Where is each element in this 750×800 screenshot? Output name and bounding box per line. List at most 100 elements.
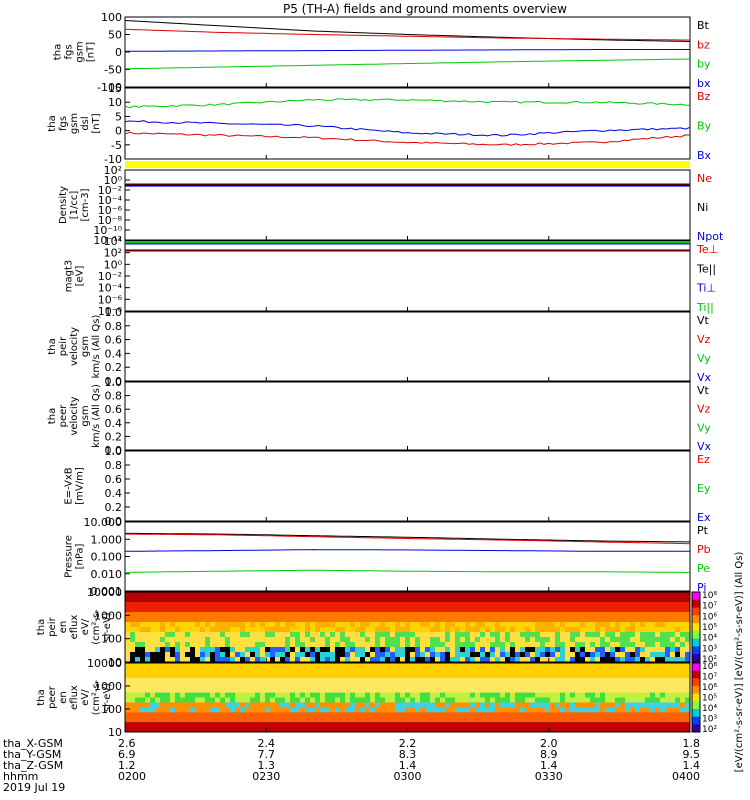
- spectrogram-cell: [560, 617, 566, 623]
- spectrogram-cell: [530, 677, 536, 684]
- spectrogram-cell: [340, 642, 346, 648]
- spectrogram-cell: [660, 702, 666, 708]
- spectrogram-cell: [485, 632, 491, 638]
- spectrogram-cell: [420, 707, 426, 713]
- spectrogram-cell: [390, 712, 396, 718]
- spectrogram-cell: [405, 687, 411, 693]
- spectrogram-cell: [395, 717, 401, 723]
- spectrogram-cell: [405, 642, 411, 648]
- spectrogram-cell: [385, 612, 391, 618]
- spectrogram-cell: [245, 707, 251, 713]
- spectrogram-cell: [215, 627, 221, 633]
- spectrogram-cell: [440, 642, 446, 648]
- spectrogram-cell: [665, 697, 671, 703]
- spectrogram-cell: [465, 707, 471, 713]
- spectrogram-cell: [475, 617, 481, 623]
- spectrogram-cell: [360, 672, 366, 679]
- spectrogram-cell: [655, 652, 661, 658]
- colorbar-tick-label: 10⁶: [702, 683, 717, 693]
- spectrogram-cell: [190, 692, 196, 698]
- y-axis-label-line: peir: [58, 336, 69, 356]
- spectrogram-cell: [220, 607, 226, 613]
- spectrogram-cell: [255, 647, 261, 653]
- spectrogram-cell: [375, 622, 381, 628]
- spectrogram-cell: [550, 602, 556, 608]
- spectrogram-cell: [495, 602, 501, 608]
- spectrogram-cell: [650, 627, 656, 633]
- spectrogram-cell: [450, 672, 456, 679]
- spectrogram-cell: [380, 617, 386, 623]
- spectrogram-cell: [210, 592, 216, 598]
- spectrogram-cell: [630, 672, 636, 679]
- spectrogram-cell: [545, 677, 551, 684]
- spectrogram-cell: [335, 697, 341, 703]
- spectrogram-cell: [585, 657, 591, 663]
- spectrogram-cell: [190, 617, 196, 623]
- spectrogram-cell: [360, 627, 366, 633]
- spectrogram-cell: [630, 607, 636, 613]
- spectrogram-cell: [680, 682, 686, 689]
- spectrogram-cell: [530, 617, 536, 623]
- y-axis-label: thafgsgsm[nT]: [53, 41, 97, 62]
- spectrogram-cell: [450, 642, 456, 648]
- spectrogram-cell: [660, 727, 666, 733]
- spectrogram-cell: [650, 702, 656, 708]
- spectrogram-cell: [450, 687, 456, 693]
- spectrogram-cell: [345, 622, 351, 628]
- spectrogram-cell: [325, 702, 331, 708]
- spectrogram-cell: [510, 672, 516, 679]
- spectrogram-cell: [610, 612, 616, 618]
- y-tick-label: 1.000: [91, 533, 123, 546]
- spectrogram-cell: [595, 663, 601, 669]
- spectrogram-cell: [655, 647, 661, 653]
- spectrogram-cell: [550, 592, 556, 598]
- spectrogram-cell: [275, 597, 281, 603]
- spectrogram-cell: [480, 702, 486, 708]
- spectrogram-cell: [255, 672, 261, 679]
- spectrogram-cell: [650, 717, 656, 723]
- spectrogram-cell: [555, 622, 561, 628]
- spectrogram-cell: [510, 602, 516, 608]
- spectrogram-cell: [460, 617, 466, 623]
- ephemeris-value: 6.9: [118, 748, 136, 761]
- spectrogram-cell: [280, 712, 286, 718]
- spectrogram-cell: [155, 657, 161, 663]
- spectrogram-cell: [590, 722, 596, 728]
- spectrogram-cell: [145, 727, 151, 733]
- legend-entry: Vt: [697, 384, 710, 397]
- spectrogram-cell: [465, 677, 471, 684]
- spectrogram-cell: [255, 702, 261, 708]
- spectrogram-cell: [195, 592, 201, 598]
- spectrogram-cell: [670, 687, 676, 693]
- spectrogram-cell: [490, 617, 496, 623]
- spectrogram-cell: [445, 622, 451, 628]
- spectrogram-cell: [595, 637, 601, 643]
- spectrogram-cell: [605, 607, 611, 613]
- spectrogram-cell: [210, 597, 216, 603]
- spectrogram-cell: [290, 663, 296, 669]
- spectrogram-cell: [480, 707, 486, 713]
- spectrogram-cell: [475, 612, 481, 618]
- spectrogram-cell: [670, 602, 676, 608]
- spectrogram-cell: [160, 627, 166, 633]
- spectrogram-cell: [175, 722, 181, 728]
- spectrogram-cell: [600, 667, 606, 674]
- spectrogram-cell: [550, 682, 556, 689]
- spectrogram-cell: [535, 632, 541, 638]
- spectrogram-cell: [325, 677, 331, 684]
- spectrogram-cell: [315, 652, 321, 658]
- spectrogram-cell: [665, 602, 671, 608]
- spectrogram-cell: [255, 727, 261, 733]
- spectrogram-cell: [305, 637, 311, 643]
- y-axis-label-line: Density: [58, 186, 69, 224]
- spectrogram-cell: [195, 707, 201, 713]
- spectrogram-cell: [320, 727, 326, 733]
- spectrogram-cell: [325, 712, 331, 718]
- spectrogram-cell: [490, 663, 496, 669]
- spectrogram-cell: [610, 637, 616, 643]
- spectrogram-cell: [625, 612, 631, 618]
- spectrogram-cell: [255, 607, 261, 613]
- spectrogram-cell: [375, 597, 381, 603]
- spectrogram-cell: [615, 707, 621, 713]
- spectrogram-cell: [425, 702, 431, 708]
